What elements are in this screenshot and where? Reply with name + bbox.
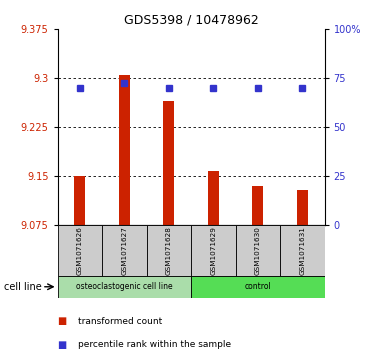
Bar xyxy=(252,186,263,225)
Bar xyxy=(119,75,130,225)
Bar xyxy=(191,276,325,298)
Bar xyxy=(191,225,236,276)
Text: GSM1071630: GSM1071630 xyxy=(255,226,261,275)
Bar xyxy=(74,176,85,225)
Bar xyxy=(280,225,325,276)
Text: GSM1071629: GSM1071629 xyxy=(210,226,216,275)
Text: GSM1071627: GSM1071627 xyxy=(121,226,127,275)
Bar xyxy=(297,191,308,225)
Text: transformed count: transformed count xyxy=(78,317,162,326)
Bar xyxy=(208,171,219,225)
Bar xyxy=(102,225,147,276)
Text: GSM1071626: GSM1071626 xyxy=(77,226,83,275)
Text: control: control xyxy=(244,282,271,291)
Text: cell line: cell line xyxy=(4,282,42,292)
Bar xyxy=(236,225,280,276)
Text: ■: ■ xyxy=(58,316,67,326)
Title: GDS5398 / 10478962: GDS5398 / 10478962 xyxy=(124,13,259,26)
Bar xyxy=(163,101,174,225)
Text: percentile rank within the sample: percentile rank within the sample xyxy=(78,340,231,349)
Bar xyxy=(58,225,102,276)
Text: GSM1071631: GSM1071631 xyxy=(299,226,305,275)
Text: GSM1071628: GSM1071628 xyxy=(166,226,172,275)
Bar xyxy=(58,276,191,298)
Text: osteoclastogenic cell line: osteoclastogenic cell line xyxy=(76,282,173,291)
Text: ■: ■ xyxy=(58,340,67,350)
Bar xyxy=(147,225,191,276)
